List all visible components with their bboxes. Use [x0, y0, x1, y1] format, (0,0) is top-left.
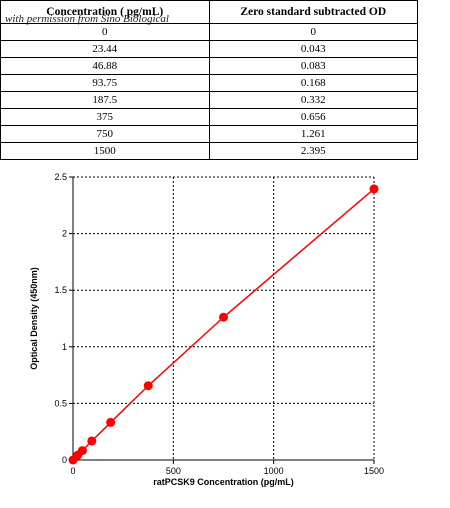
od-cell: 0.083 [208, 57, 418, 75]
header-concentration-label: Concentration ( pg/mL) [46, 6, 164, 18]
data-point [219, 312, 228, 322]
table-row: 93.75 0.168 [0, 74, 418, 92]
x-tick-label: 0 [70, 466, 75, 476]
table-row: 23.44 0.043 [0, 40, 418, 58]
table-row: 375 0.656 [0, 108, 418, 126]
table-body: 0 0 23.44 0.043 46.88 0.083 93.75 0.168 187.5 0.3… [0, 23, 418, 160]
y-tick-label: 1 [62, 342, 67, 352]
header-od: Zero standard subtracted OD [208, 0, 418, 24]
data-point [77, 446, 87, 456]
table-header-row: Concentration ( pg/mL) with permission f… [0, 0, 418, 25]
header-concentration: Concentration ( pg/mL) with permission f… [0, 0, 210, 25]
od-cell: 0.168 [208, 74, 418, 92]
concentration-cell: 375 [0, 108, 210, 126]
concentration-cell: 1500 [0, 142, 210, 160]
data-point [369, 184, 379, 194]
y-tick-label: 2 [62, 229, 67, 239]
od-cell: 2.395 [208, 142, 418, 160]
table-row: 1500 2.395 [0, 142, 418, 160]
data-point [106, 417, 116, 427]
y-axis-label: Optical Density (450nm) [29, 267, 39, 370]
table-row: 187.5 0.332 [0, 91, 418, 109]
data-point [143, 381, 153, 391]
od-cell: 0.043 [208, 40, 418, 58]
table-row: 46.88 0.083 [0, 57, 418, 75]
watermark-text: with permission from Sino Biological [5, 13, 169, 25]
x-axis-label: ratPCSK9 Concentration (pg/mL) [153, 477, 294, 487]
concentration-cell: 46.88 [0, 57, 210, 75]
x-tick-label: 1500 [364, 466, 384, 476]
y-tick-label: 0.5 [54, 398, 67, 408]
concentration-cell: 187.5 [0, 91, 210, 109]
data-table-container: Concentration ( pg/mL) with permission f… [0, 0, 418, 160]
concentration-cell: 750 [0, 125, 210, 143]
y-tick-label: 1.5 [54, 285, 67, 295]
y-tick-label: 2.5 [54, 172, 67, 182]
data-point [87, 436, 97, 446]
od-cell: 1.261 [208, 125, 418, 143]
concentration-cell: 93.75 [0, 74, 210, 92]
table-row: 750 1.261 [0, 125, 418, 143]
x-tick-label: 1000 [264, 466, 284, 476]
y-tick-label: 0 [62, 455, 67, 465]
od-cell: 0.656 [208, 108, 418, 126]
series-line [72, 188, 375, 461]
header-od-label: Zero standard subtracted OD [240, 6, 387, 18]
od-cell: 0.332 [208, 91, 418, 109]
data-table: Concentration ( pg/mL) with permission f… [0, 0, 418, 160]
x-tick-label: 500 [166, 466, 181, 476]
chart-container: 0 500 1000 1500 0 0.5 1 1.5 2 2.5 ratPCSK9 Concent… [0, 160, 450, 504]
od-cell: 0 [208, 23, 418, 41]
concentration-cell: 23.44 [0, 40, 210, 58]
standard-curve-chart: 0 500 1000 1500 0 0.5 1 1.5 2 2.5 ratPCSK9 Concent… [29, 172, 384, 487]
